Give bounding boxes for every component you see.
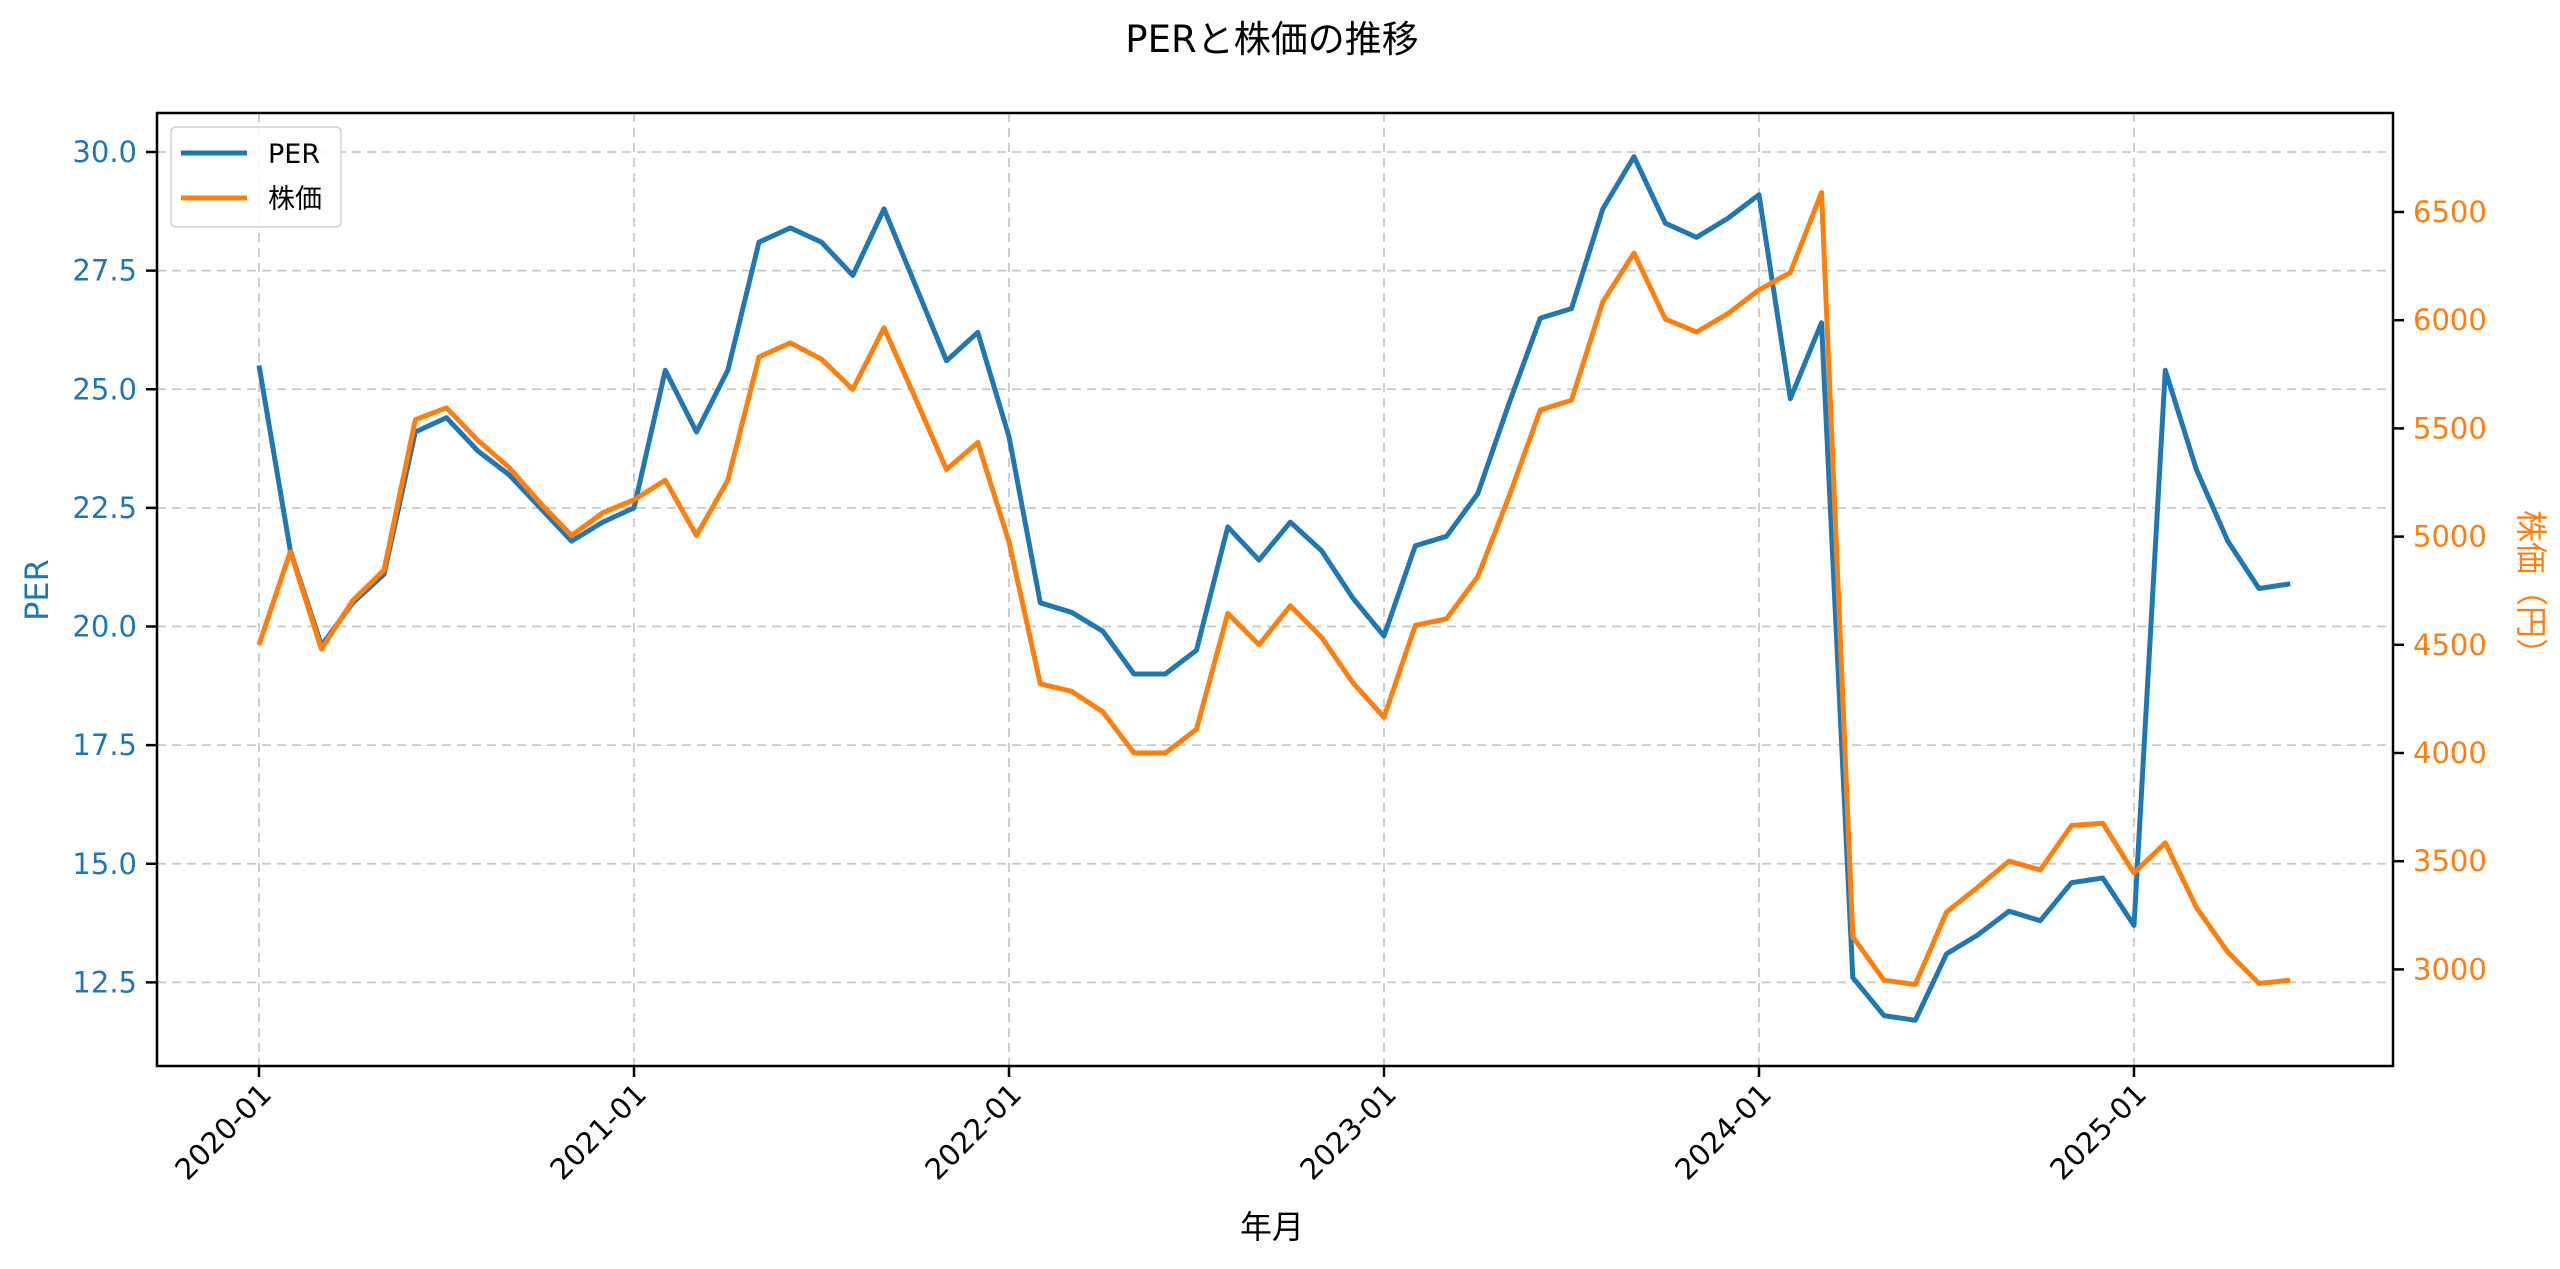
left-tick-label: 30.0 [72,135,137,169]
x-tick-label: 2023-01 [1293,1077,1403,1187]
right-tick-label: 4000 [2413,736,2487,770]
legend-per-label: PER [268,139,320,170]
left-tick-label: 22.5 [72,491,137,525]
left-tick-label: 25.0 [72,372,137,406]
right-tick-label: 3500 [2413,844,2487,878]
plot-frame [155,111,2395,1068]
right-tick-label: 6500 [2413,195,2487,229]
right-tick-label: 5500 [2413,411,2487,445]
right-tick-label: 4500 [2413,628,2487,662]
x-tick-label: 2020-01 [168,1077,278,1187]
x-tick-label: 2021-01 [543,1077,653,1187]
x-tick-label: 2022-01 [918,1077,1028,1187]
y-axis-label-right: 株価（円） [2512,510,2550,670]
left-tick-label: 17.5 [72,728,137,762]
right-y-axis: 3000 3500 4000 4500 5000 5500 6000 6500 [2393,195,2487,986]
x-tick-label: 2025-01 [2043,1077,2153,1187]
chart-title: PERと株価の推移 [1125,18,1418,61]
x-axis-label: 年月 [1240,1208,1304,1246]
left-y-axis: 12.5 15.0 17.5 20.0 22.5 25.0 27.5 30.0 [72,135,157,999]
grid-lines [157,113,2393,1066]
legend: PER 株価 [170,126,342,228]
right-tick-label: 6000 [2413,303,2487,337]
left-tick-label: 27.5 [72,254,137,288]
left-tick-label: 12.5 [72,965,137,999]
legend-price-label: 株価 [268,184,322,215]
y-axis-label-left: PER [18,559,56,621]
per-line [256,154,2291,1023]
right-tick-label: 3000 [2413,952,2487,986]
x-tick-label: 2024-01 [1668,1077,1778,1187]
left-tick-label: 15.0 [72,847,137,881]
plot-series [256,154,2291,1023]
price-line [256,190,2291,987]
right-tick-label: 5000 [2413,520,2487,554]
x-axis: 2020-01 2021-01 2022-01 2023-01 2024-01 2025-… [168,1066,2153,1187]
left-tick-label: 20.0 [72,610,137,644]
